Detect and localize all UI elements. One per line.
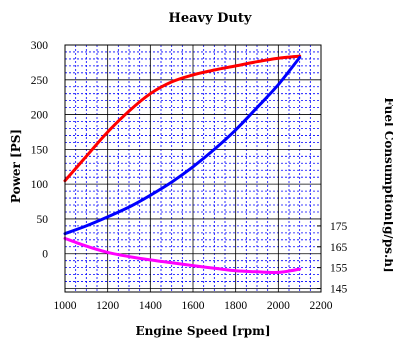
- y-axis-ticks: 0 50 100 150 200 250 300: [31, 40, 49, 261]
- x-tick-label: 1800: [224, 300, 247, 312]
- y-tick-label: 200: [31, 110, 49, 122]
- y2-tick-label: 175: [330, 221, 348, 233]
- x-tick-label: 1600: [182, 300, 205, 312]
- y-axis-title: Power [PS]: [9, 129, 23, 203]
- plot-frame: [64, 44, 322, 293]
- fuel-curve-magenta: [63, 236, 302, 275]
- y2-tick-label: 165: [330, 242, 348, 254]
- x-tick-label: 2000: [267, 300, 290, 312]
- series-group: [63, 54, 302, 275]
- x-tick-label: 1200: [96, 300, 119, 312]
- y-tick-label: 150: [31, 144, 49, 156]
- torque-curve-blue: [63, 56, 302, 236]
- x-axis-ticks: 1000 1200 1400 1600 1800 2000 2200: [54, 300, 333, 312]
- y2-tick-label: 155: [330, 263, 348, 275]
- power-curve-red: [63, 54, 302, 183]
- y2-tick-label: 145: [330, 284, 348, 296]
- x-tick-label: 2200: [310, 300, 333, 312]
- y-tick-label: 50: [37, 214, 49, 226]
- y-tick-label: 100: [31, 179, 49, 191]
- y2-axis-title: Fuel Consumption[g/ps.h]: [382, 97, 393, 272]
- y-tick-label: 300: [31, 40, 49, 52]
- y2-axis-ticks: 145 155 165 175: [317, 221, 348, 296]
- x-tick-label: 1000: [54, 300, 77, 312]
- x-tick-label: 1400: [139, 300, 162, 312]
- y-tick-label: 250: [31, 75, 49, 87]
- chart-title: Heavy Duty: [169, 11, 252, 26]
- y-tick-label: 0: [42, 249, 48, 261]
- x-axis-title: Engine Speed [rpm]: [135, 324, 270, 338]
